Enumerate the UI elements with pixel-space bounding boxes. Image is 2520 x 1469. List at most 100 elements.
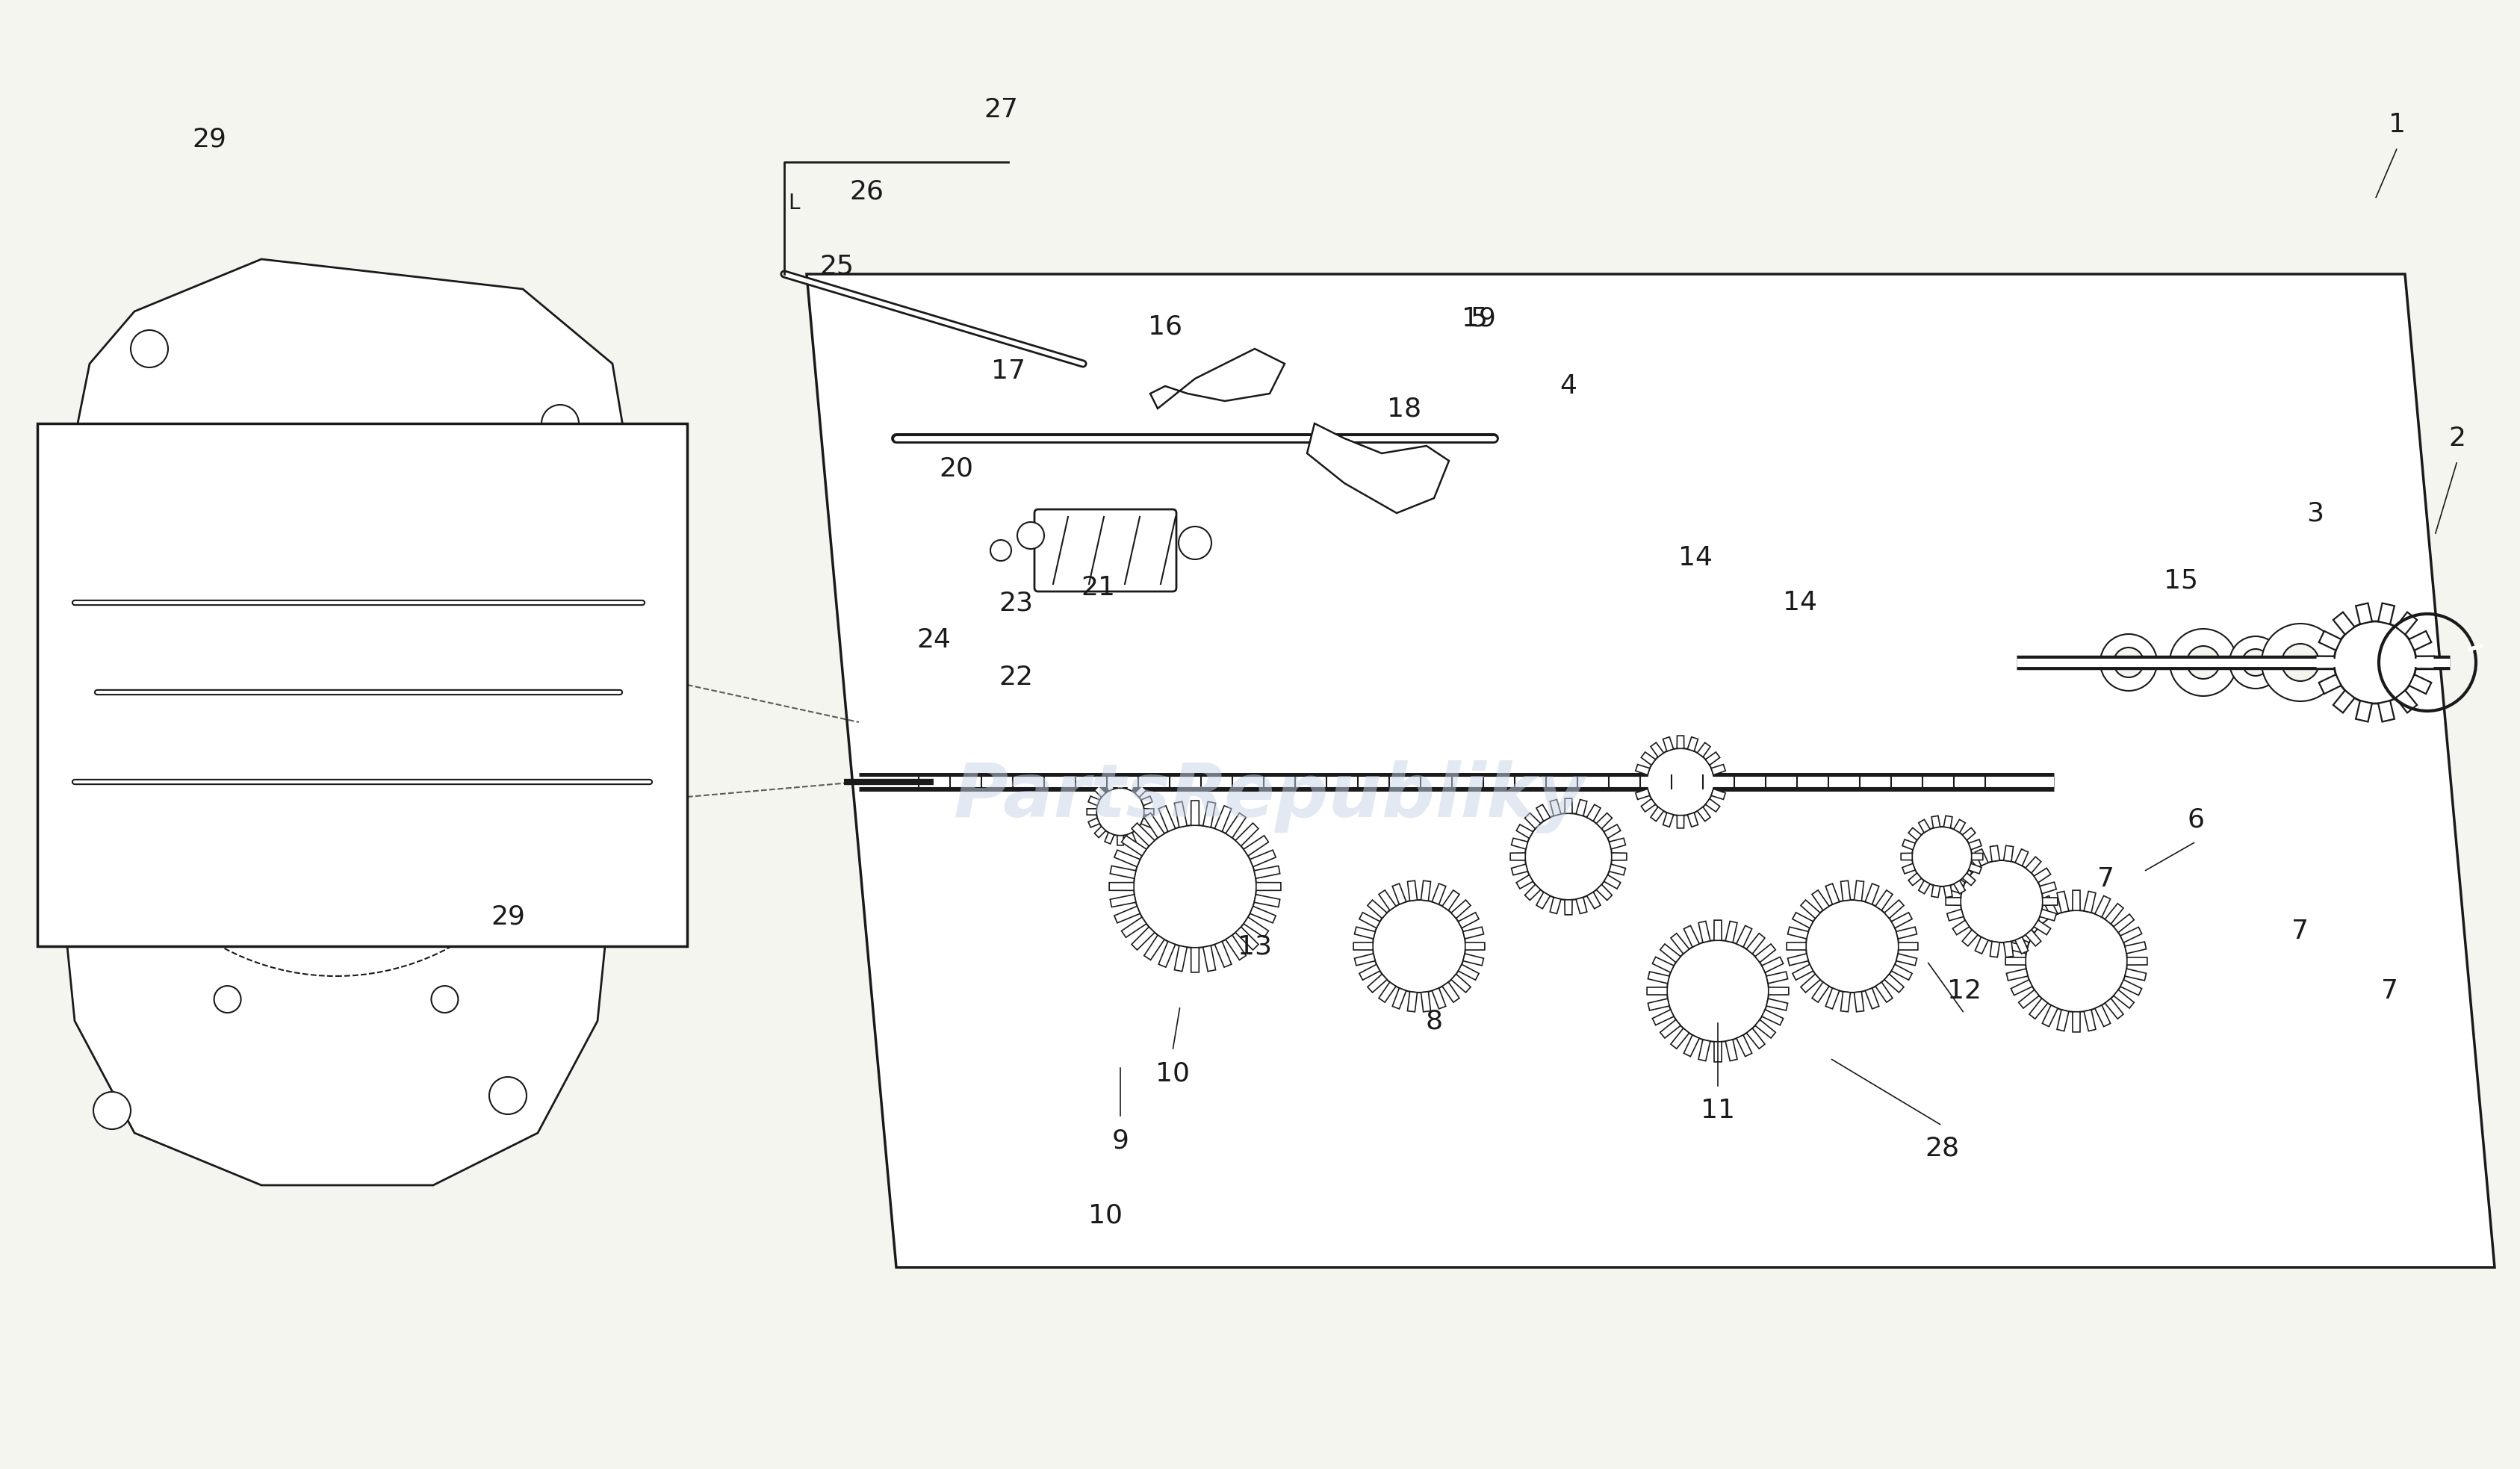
Polygon shape <box>607 758 617 768</box>
Polygon shape <box>2417 657 2434 668</box>
Polygon shape <box>1603 824 1620 839</box>
Circle shape <box>131 331 169 367</box>
Polygon shape <box>1525 884 1540 900</box>
Polygon shape <box>1525 812 1540 829</box>
Polygon shape <box>1509 853 1525 861</box>
Polygon shape <box>522 714 534 727</box>
Polygon shape <box>2127 958 2147 965</box>
Polygon shape <box>1898 943 1918 950</box>
Polygon shape <box>1885 900 1903 918</box>
Polygon shape <box>426 748 436 759</box>
Polygon shape <box>1676 736 1683 749</box>
Polygon shape <box>234 665 249 677</box>
Polygon shape <box>116 660 123 670</box>
Text: 6: 6 <box>2187 806 2205 831</box>
Polygon shape <box>1565 799 1572 814</box>
Polygon shape <box>1948 881 1963 893</box>
Polygon shape <box>2006 968 2029 980</box>
Polygon shape <box>1235 927 1257 950</box>
Polygon shape <box>287 665 297 677</box>
Circle shape <box>1913 827 1971 886</box>
Bar <box>38 423 688 946</box>
Polygon shape <box>2114 914 2134 933</box>
Polygon shape <box>1159 942 1174 967</box>
Polygon shape <box>96 617 106 627</box>
Polygon shape <box>1824 989 1840 1009</box>
Polygon shape <box>2041 896 2059 917</box>
Polygon shape <box>310 579 318 589</box>
Polygon shape <box>1648 999 1668 1011</box>
Polygon shape <box>504 608 517 618</box>
Polygon shape <box>1104 780 1114 792</box>
Text: 10: 10 <box>1089 1203 1121 1228</box>
Polygon shape <box>557 689 564 696</box>
Text: 18: 18 <box>1386 395 1421 422</box>
Polygon shape <box>179 699 192 708</box>
Polygon shape <box>134 749 144 761</box>
Polygon shape <box>335 676 348 686</box>
Polygon shape <box>1706 799 1719 812</box>
Polygon shape <box>2409 632 2432 651</box>
Polygon shape <box>1893 964 1913 980</box>
Polygon shape <box>1134 786 1147 798</box>
Polygon shape <box>491 624 504 638</box>
Polygon shape <box>116 624 123 635</box>
Text: 14: 14 <box>1678 545 1714 570</box>
Circle shape <box>585 616 612 642</box>
Text: L: L <box>789 192 799 213</box>
Polygon shape <box>1368 900 1386 918</box>
Text: 8: 8 <box>1426 1008 1441 1034</box>
Polygon shape <box>1698 1040 1711 1061</box>
Polygon shape <box>1663 737 1673 751</box>
Polygon shape <box>517 808 524 821</box>
Polygon shape <box>310 749 320 761</box>
Polygon shape <box>1726 1040 1736 1061</box>
Polygon shape <box>1250 851 1275 867</box>
Polygon shape <box>219 718 227 732</box>
Polygon shape <box>426 804 436 817</box>
Polygon shape <box>179 689 189 695</box>
Polygon shape <box>1215 942 1232 967</box>
Polygon shape <box>1595 884 1613 900</box>
Polygon shape <box>207 654 214 665</box>
Polygon shape <box>403 617 416 629</box>
Polygon shape <box>287 779 297 786</box>
Polygon shape <box>2034 920 2051 934</box>
Circle shape <box>1179 526 1212 560</box>
Polygon shape <box>441 765 454 776</box>
Polygon shape <box>1512 864 1527 876</box>
Polygon shape <box>401 712 408 723</box>
Polygon shape <box>1661 1019 1681 1039</box>
Polygon shape <box>572 787 580 796</box>
Polygon shape <box>330 708 340 720</box>
Polygon shape <box>2039 881 2056 893</box>
Polygon shape <box>416 746 421 757</box>
Polygon shape <box>1517 824 1532 839</box>
Polygon shape <box>2114 990 2134 1008</box>
Polygon shape <box>391 798 403 809</box>
Polygon shape <box>1174 946 1187 971</box>
Polygon shape <box>507 599 519 605</box>
Polygon shape <box>577 796 587 806</box>
Polygon shape <box>1991 846 2001 861</box>
Polygon shape <box>290 765 302 776</box>
Polygon shape <box>1653 1009 1673 1025</box>
Polygon shape <box>1114 906 1139 923</box>
Polygon shape <box>88 698 98 708</box>
Polygon shape <box>1976 937 1988 953</box>
Text: 16: 16 <box>1149 314 1182 339</box>
Polygon shape <box>134 804 144 815</box>
Polygon shape <box>1754 945 1777 962</box>
Polygon shape <box>466 677 481 686</box>
Polygon shape <box>139 677 151 686</box>
Polygon shape <box>534 755 547 767</box>
Circle shape <box>2260 624 2339 701</box>
Polygon shape <box>1787 943 1807 950</box>
Polygon shape <box>2006 942 2029 953</box>
Polygon shape <box>1895 927 1918 939</box>
Polygon shape <box>1149 348 1285 408</box>
Polygon shape <box>151 779 161 784</box>
Polygon shape <box>1651 742 1663 757</box>
Polygon shape <box>537 599 547 605</box>
Polygon shape <box>2026 930 2041 946</box>
